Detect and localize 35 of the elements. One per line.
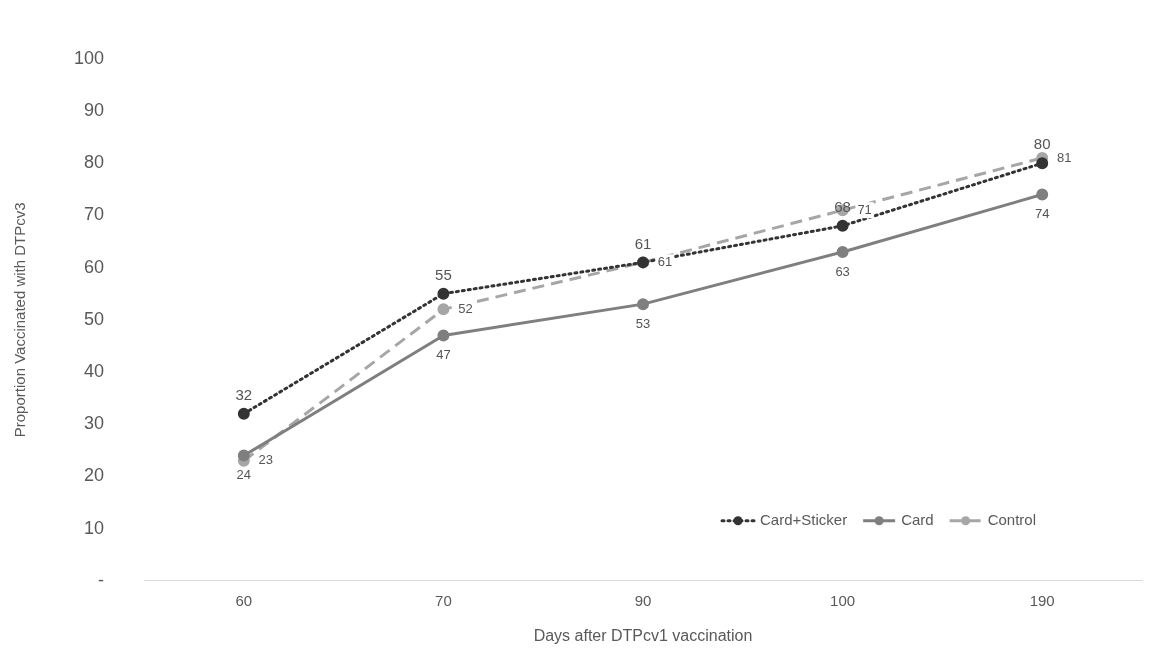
x-axis-title: Days after DTPcv1 vaccination (533, 626, 753, 644)
data-label: 74 (1034, 206, 1050, 222)
y-tick-label: 90 (84, 99, 105, 120)
legend-label: Control (987, 510, 1036, 528)
data-label: 61 (634, 234, 652, 252)
y-tick-label: - (98, 569, 105, 590)
x-tick-label: 60 (235, 591, 253, 609)
legend-label: Card (901, 510, 934, 528)
y-tick-label: 70 (84, 204, 105, 225)
y-tick-label: 30 (84, 413, 105, 434)
data-label: 47 (436, 347, 451, 363)
y-axis-title: Proportion Vaccinated with DTPcv3 (11, 202, 29, 438)
data-label: 81 (1056, 149, 1072, 165)
data-label: 52 (458, 300, 473, 316)
y-tick-label: 10 (84, 517, 105, 538)
y-tick-label: 20 (84, 465, 105, 486)
y-tick-label: 80 (84, 152, 105, 173)
data-label: 55 (435, 265, 452, 283)
y-tick-label: 40 (84, 360, 105, 381)
data-label: 24 (236, 467, 252, 483)
x-tick-label: 90 (634, 591, 652, 609)
x-tick-label: 70 (435, 591, 452, 609)
legend-label: Card+Sticker (760, 510, 848, 528)
data-label: 61 (657, 253, 673, 269)
data-label: 53 (635, 315, 651, 331)
y-tick-label: 100 (73, 47, 105, 68)
data-label: 32 (235, 385, 253, 403)
data-label: 63 (835, 263, 850, 279)
x-tick-label: 190 (1029, 591, 1055, 609)
data-label: 80 (1033, 135, 1051, 153)
data-label: 23 (258, 452, 274, 468)
y-tick-label: 50 (84, 308, 105, 329)
y-tick-label: 60 (84, 256, 105, 277)
data-label: 71 (857, 201, 872, 217)
x-tick-label: 100 (830, 591, 856, 609)
